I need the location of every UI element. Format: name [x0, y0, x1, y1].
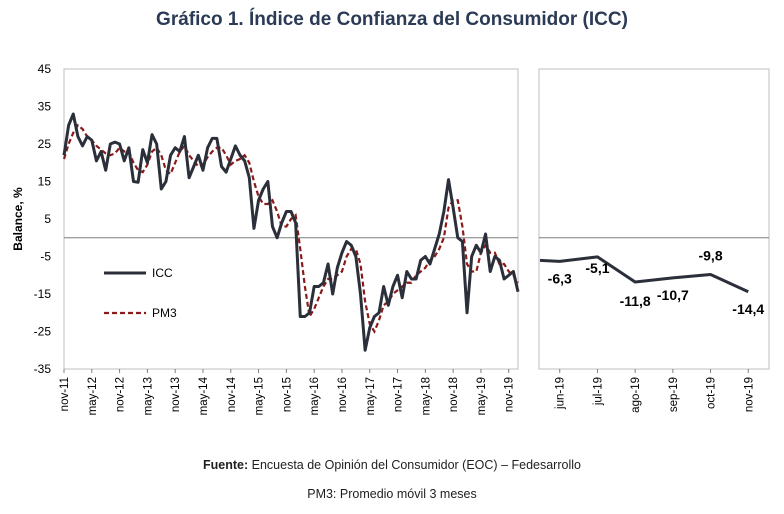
- right-x-tick-label: jul-19: [592, 377, 604, 406]
- x-tick-label: nov-17: [393, 377, 405, 412]
- x-tick-label: may-17: [365, 377, 377, 415]
- right-x-tick-label: ago-19: [630, 377, 642, 413]
- x-tick-label: nov-13: [170, 377, 182, 412]
- x-tick-label: nov-14: [226, 376, 238, 412]
- x-tick-label: nov-18: [448, 377, 460, 412]
- right-x-tick-label: jun-19: [555, 377, 567, 410]
- source-note: PM3: Promedio móvil 3 meses: [307, 487, 477, 501]
- y-tick-label: 15: [38, 175, 52, 189]
- y-tick-label: 45: [38, 62, 52, 76]
- x-tick-label: may-12: [87, 377, 99, 415]
- legend-pm3-label: PM3: [152, 306, 177, 320]
- x-tick-label: nov-11: [59, 377, 71, 411]
- right-plot-frame: [538, 68, 770, 370]
- left-x-axis: nov-11 may-12 nov-12 may-13 nov-13 may-14 nov-…: [59, 369, 516, 415]
- right-x-tick-label: nov-19: [743, 377, 755, 412]
- y-tick-label: -35: [34, 362, 52, 376]
- right-x-axis: jun-19 jul-19 ago-19 sep-19 oct-19 nov-19: [555, 369, 755, 413]
- source-text: Encuesta de Opinión del Consumidor (EOC)…: [251, 458, 581, 472]
- right-data-label: -10,7: [657, 287, 689, 303]
- y-tick-label: -5: [40, 250, 51, 264]
- y-tick-label: 5: [44, 212, 51, 226]
- right-x-tick-label: oct-19: [706, 377, 718, 409]
- x-tick-label: may-13: [142, 377, 154, 415]
- x-tick-label: may-19: [476, 377, 488, 415]
- y-axis-label: Balance, %: [11, 187, 25, 251]
- right-data-label: -9,8: [698, 248, 722, 264]
- x-tick-label: nov-12: [115, 377, 127, 412]
- source-line: Fuente: Encuesta de Opinión del Consumid…: [0, 458, 784, 472]
- y-tick-label: -25: [34, 325, 52, 339]
- x-tick-label: nov-16: [337, 377, 349, 412]
- chart-title: Gráfico 1. Índice de Confianza del Consu…: [156, 9, 628, 30]
- right-data-label: -14,4: [732, 301, 764, 317]
- series-line-pm3: [62, 123, 519, 334]
- y-tick-label: 35: [38, 100, 52, 114]
- right-data-label: -6,3: [548, 270, 572, 286]
- x-tick-label: may-14: [198, 376, 210, 415]
- x-tick-label: nov-19: [504, 377, 516, 412]
- right-data-labels: -6,3 -5,1 -11,8 -10,7 -9,8 -14,4: [548, 248, 765, 317]
- x-tick-label: may-16: [309, 377, 321, 415]
- right-x-tick-label: sep-19: [668, 377, 680, 412]
- left-plot-frame: [63, 68, 519, 370]
- series-line-icc: [62, 112, 520, 352]
- legend: ICC PM3: [104, 266, 177, 320]
- y-tick-label: 25: [38, 137, 52, 151]
- right-series-line-icc: [539, 255, 749, 294]
- x-tick-label: may-15: [254, 377, 266, 415]
- source-label: Fuente:: [203, 458, 249, 472]
- right-data-label: -5,1: [585, 260, 609, 276]
- y-tick-label: -15: [34, 287, 52, 301]
- left-y-axis: 45 35 25 15 5 -5 -15 -25 -35: [34, 62, 52, 376]
- x-tick-label: may-18: [420, 377, 432, 415]
- right-data-label: -11,8: [620, 293, 651, 309]
- x-tick-label: nov-15: [281, 377, 293, 412]
- legend-icc-label: ICC: [152, 266, 173, 280]
